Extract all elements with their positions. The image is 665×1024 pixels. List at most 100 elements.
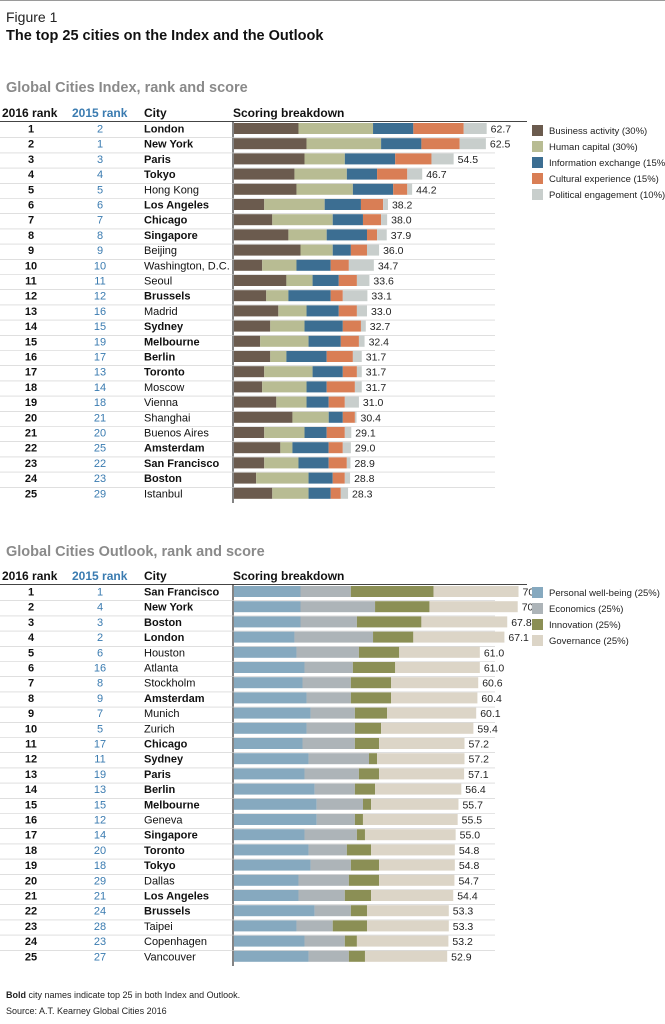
index-rank-2016: 15 bbox=[25, 336, 37, 348]
index-total-label: 36.0 bbox=[383, 245, 404, 257]
outlook-bar-segment-3 bbox=[332, 920, 367, 932]
index-city-label: Amsterdam bbox=[144, 443, 205, 455]
index-city-label: Vienna bbox=[144, 397, 179, 409]
index-bar-segment-5 bbox=[366, 244, 380, 256]
index-rank-2016: 14 bbox=[25, 321, 38, 333]
outlook-bar-segment-1 bbox=[234, 798, 317, 810]
index-bar-segment-4 bbox=[330, 259, 349, 271]
outlook-bar-segment-4 bbox=[387, 707, 477, 719]
top-rule bbox=[0, 0, 665, 1]
index-bar-segment-1 bbox=[234, 229, 289, 241]
index-total-label: 28.8 bbox=[354, 473, 375, 485]
outlook-bar-segment-2 bbox=[306, 692, 351, 704]
index-rank-2016: 7 bbox=[28, 215, 34, 227]
outlook-city-label: Houston bbox=[144, 647, 185, 659]
index-bar-segment-3 bbox=[381, 138, 422, 150]
note: Bold city names indicate top 25 in both … bbox=[6, 990, 240, 1000]
index-bar-segment-4 bbox=[328, 396, 345, 408]
outlook-city-label: Singapore bbox=[144, 830, 198, 842]
index-bar-segment-2 bbox=[306, 138, 382, 150]
index-total-label: 29.1 bbox=[355, 428, 376, 440]
index-rank-2016: 5 bbox=[28, 184, 34, 196]
outlook-bar-segment-1 bbox=[234, 890, 299, 901]
outlook-bar-segment-3 bbox=[350, 586, 434, 597]
outlook-bar-segment-3 bbox=[344, 935, 357, 947]
index-legend-label: Human capital (30%) bbox=[549, 142, 638, 153]
outlook-bar-segment-2 bbox=[306, 722, 355, 734]
outlook-total-label: 56.4 bbox=[465, 784, 486, 796]
index-bar-segment-3 bbox=[306, 381, 327, 393]
index-rank-2016: 8 bbox=[28, 230, 34, 242]
outlook-legend-swatch bbox=[532, 635, 543, 646]
index-bar-segment-1 bbox=[234, 199, 265, 210]
outlook-rank-2016: 13 bbox=[25, 769, 37, 781]
index-bar-segment-4 bbox=[330, 487, 341, 499]
outlook-legend-swatch bbox=[532, 619, 543, 630]
outlook-city-label: Copenhagen bbox=[144, 936, 207, 948]
outlook-bar-segment-3 bbox=[346, 844, 372, 856]
outlook-bar-segment-3 bbox=[375, 601, 430, 613]
outlook-bar-segment-1 bbox=[234, 753, 309, 765]
outlook-rank-2015: 13 bbox=[94, 784, 106, 796]
outlook-rank-2015: 2 bbox=[97, 632, 103, 644]
outlook-city-label: London bbox=[144, 632, 185, 644]
index-bar-segment-4 bbox=[330, 290, 343, 302]
outlook-city-label: Los Angeles bbox=[144, 891, 209, 903]
index-bar-segment-1 bbox=[234, 351, 271, 362]
index-bar-segment-5 bbox=[340, 487, 349, 499]
outlook-bar-segment-2 bbox=[308, 753, 370, 765]
outlook-city-label: Vancouver bbox=[144, 951, 196, 963]
index-city-label: Buenos Aires bbox=[144, 428, 209, 440]
outlook-rank-2016: 20 bbox=[25, 875, 37, 887]
outlook-bar-segment-1 bbox=[234, 707, 311, 719]
outlook-col-2015-rank: 2015 rank bbox=[72, 569, 128, 583]
outlook-bar-segment-3 bbox=[369, 753, 378, 765]
index-bar-segment-5 bbox=[344, 427, 352, 438]
index-bar-segment-4 bbox=[360, 199, 384, 210]
outlook-city-label: New York bbox=[144, 602, 194, 614]
outlook-total-label: 61.0 bbox=[484, 647, 505, 659]
outlook-rank-2016: 8 bbox=[28, 693, 34, 705]
outlook-bar-segment-1 bbox=[234, 586, 301, 597]
index-bar-segment-1 bbox=[234, 244, 301, 256]
outlook-rank-2015: 8 bbox=[97, 678, 103, 690]
outlook-legend-label: Personal well-being (25%) bbox=[549, 588, 660, 599]
outlook-bar-segment-1 bbox=[234, 677, 303, 689]
outlook-rank-2016: 23 bbox=[25, 921, 37, 933]
index-total-label: 29.0 bbox=[355, 443, 376, 455]
outlook-bar-segment-3 bbox=[362, 798, 372, 810]
index-bar-segment-2 bbox=[260, 335, 309, 347]
outlook-legend-label: Governance (25%) bbox=[549, 636, 629, 647]
outlook-bar-segment-3 bbox=[354, 722, 382, 734]
index-bar-segment-5 bbox=[431, 153, 454, 165]
outlook-bar-segment-2 bbox=[316, 798, 363, 810]
outlook-bar-segment-1 bbox=[234, 662, 305, 673]
outlook-total-label: 53.3 bbox=[453, 906, 474, 918]
index-city-label: Moscow bbox=[144, 382, 184, 394]
index-rank-2016: 6 bbox=[28, 200, 34, 212]
index-bar-segment-5 bbox=[459, 138, 486, 150]
index-bar-segment-3 bbox=[286, 351, 327, 362]
outlook-rank-2015: 29 bbox=[94, 875, 106, 887]
outlook-rank-2016: 3 bbox=[28, 617, 34, 629]
index-legend-swatch bbox=[532, 125, 543, 136]
index-bar-segment-4 bbox=[328, 442, 343, 454]
index-rank-2016: 3 bbox=[28, 154, 34, 166]
outlook-rank-2016: 7 bbox=[28, 678, 34, 690]
outlook-rank-2015: 17 bbox=[94, 739, 106, 751]
index-city-label: San Francisco bbox=[144, 458, 219, 470]
index-legend-label: Business activity (30%) bbox=[549, 126, 647, 137]
index-total-label: 46.7 bbox=[426, 169, 447, 181]
index-col-2016-rank: 2016 rank bbox=[2, 106, 58, 120]
outlook-total-label: 54.4 bbox=[457, 891, 478, 903]
outlook-bar-segment-2 bbox=[296, 646, 359, 658]
index-bar-segment-1 bbox=[234, 427, 265, 438]
index-legend-label: Political engagement (10%) bbox=[549, 190, 665, 201]
index-bar-segment-3 bbox=[373, 123, 414, 134]
outlook-rank-2016: 17 bbox=[25, 830, 37, 842]
index-rank-2015: 4 bbox=[97, 169, 103, 181]
index-bar-segment-1 bbox=[234, 411, 293, 423]
outlook-rank-2016: 22 bbox=[25, 906, 37, 918]
outlook-bar-segment-2 bbox=[298, 890, 345, 901]
outlook-bar-segment-4 bbox=[421, 616, 508, 628]
